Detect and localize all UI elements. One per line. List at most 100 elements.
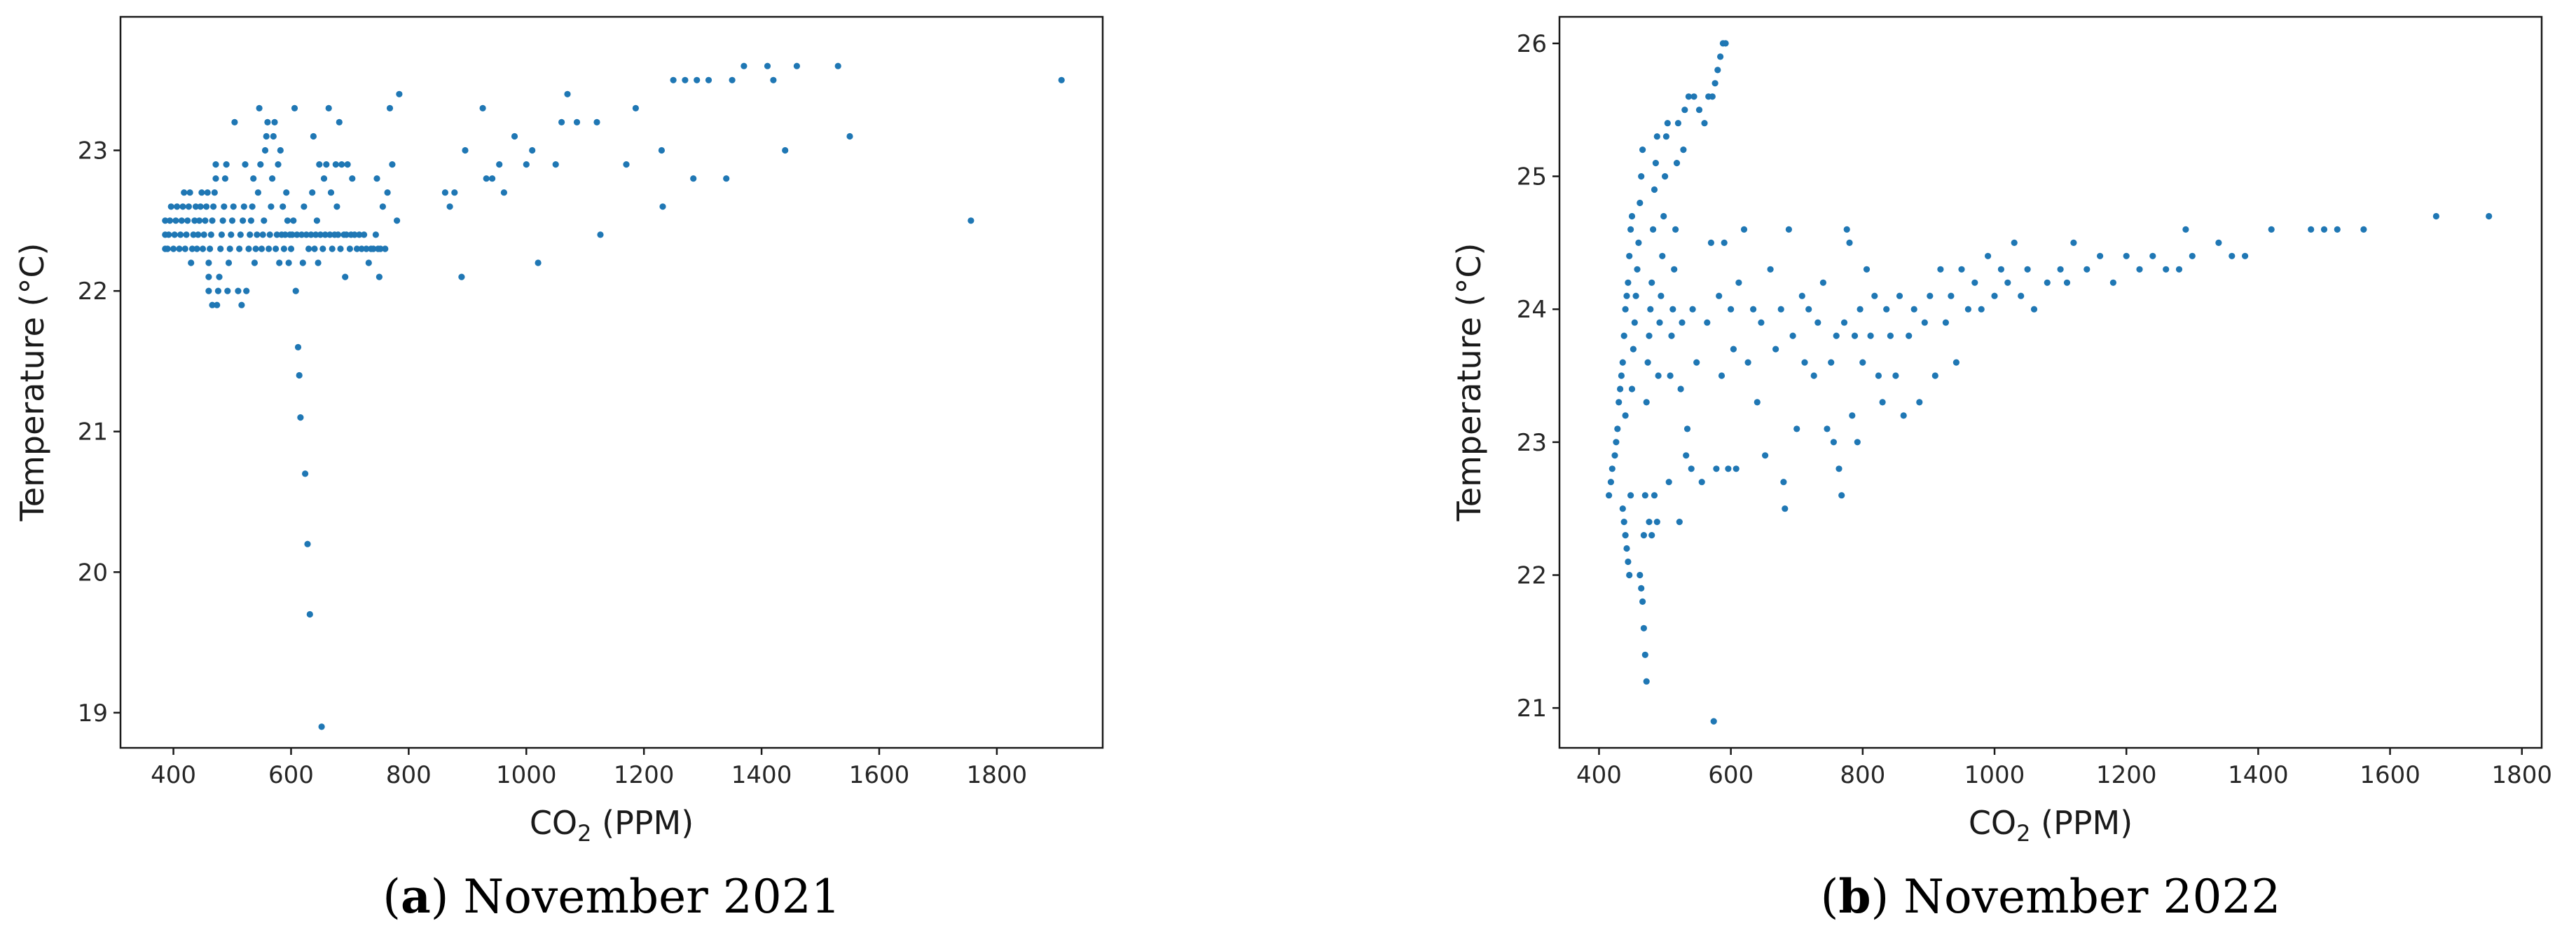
- data-point-b-0-37: [1640, 624, 1647, 632]
- data-point-a-0-120: [303, 231, 310, 238]
- data-point-a-0-156: [351, 231, 358, 238]
- data-point-b-0-115: [1782, 505, 1789, 512]
- data-point-b-0-40: [1640, 532, 1647, 539]
- data-point-b-0-85: [1701, 120, 1708, 127]
- data-point-a-0-215: [967, 217, 974, 224]
- data-point-b-0-167: [2011, 239, 2018, 246]
- data-point-b-0-88: [1707, 239, 1714, 246]
- x-tick-label-b-600: 600: [1708, 761, 1754, 789]
- x-tick-label-b-1800: 1800: [2492, 761, 2553, 789]
- data-point-a-0-162: [365, 259, 372, 266]
- data-point-b-0-174: [2070, 239, 2077, 246]
- data-point-b-0-141: [1871, 292, 1878, 299]
- data-point-b-0-116: [1785, 226, 1792, 233]
- data-point-b-0-160: [1964, 306, 1971, 313]
- data-point-b-0-39: [1643, 678, 1650, 685]
- data-point-b-0-69: [1673, 160, 1681, 167]
- data-point-a-0-9: [172, 217, 179, 224]
- data-point-b-0-91: [1711, 80, 1719, 87]
- data-point-a-0-139: [326, 231, 333, 238]
- data-point-a-0-89: [266, 231, 273, 238]
- x-axis-ticks-b: 400 600 800 1000 1200 1400 1600 1800: [1576, 748, 2552, 789]
- data-point-b-0-179: [2136, 266, 2143, 273]
- y-tick-label-a-19: 19: [78, 699, 108, 728]
- data-point-a-0-59: [228, 231, 235, 238]
- data-point-b-0-50: [1653, 133, 1660, 140]
- data-point-b-0-62: [1664, 120, 1671, 127]
- data-point-b-0-157: [1948, 292, 1955, 299]
- data-point-b-0-21: [1623, 545, 1630, 552]
- data-point-a-0-28: [195, 217, 203, 224]
- data-point-a-0-210: [770, 76, 777, 83]
- x-tick-label-a-1000: 1000: [496, 761, 557, 789]
- plot-frame-b: [1558, 15, 2543, 749]
- data-point-b-0-193: [2432, 212, 2439, 220]
- data-point-a-0-43: [211, 189, 218, 196]
- data-point-a-0-130: [315, 259, 322, 266]
- data-point-b-0-44: [1646, 332, 1653, 339]
- data-point-b-0-137: [1857, 306, 1864, 313]
- data-point-b-0-150: [1910, 306, 1917, 313]
- data-point-a-0-75: [250, 175, 257, 182]
- data-point-a-0-173: [386, 104, 394, 111]
- data-point-a-0-151: [343, 231, 350, 238]
- y-tick-label-b-22: 22: [1517, 561, 1547, 589]
- data-point-a-0-144: [333, 203, 340, 210]
- data-point-b-0-155: [1937, 266, 1944, 273]
- data-point-b-0-93: [1714, 67, 1721, 74]
- data-point-b-0-114: [1780, 479, 1787, 486]
- data-point-b-0-14: [1625, 279, 1632, 286]
- data-point-b-0-140: [1867, 332, 1874, 339]
- data-point-b-0-48: [1651, 186, 1658, 193]
- data-point-a-0-8: [171, 231, 178, 238]
- data-point-b-0-145: [1887, 332, 1894, 339]
- data-point-b-0-148: [1900, 412, 1907, 419]
- data-point-a-0-212: [793, 62, 800, 69]
- x-tick-label-b-1400: 1400: [2228, 761, 2289, 789]
- data-point-b-0-9: [1619, 359, 1626, 366]
- data-point-a-0-23: [190, 231, 197, 238]
- data-point-a-0-3: [164, 245, 171, 252]
- data-point-a-0-10: [174, 203, 181, 210]
- data-point-a-0-170: [379, 203, 387, 210]
- data-point-b-0-96: [1718, 372, 1726, 379]
- data-point-a-0-159: [358, 245, 365, 252]
- data-point-b-0-18: [1619, 505, 1626, 512]
- data-point-b-0-124: [1819, 279, 1826, 286]
- data-point-a-0-72: [247, 231, 254, 238]
- data-point-b-0-55: [1655, 372, 1662, 379]
- data-point-b-0-31: [1637, 199, 1644, 207]
- data-point-a-0-63: [235, 287, 242, 294]
- data-point-b-0-138: [1859, 359, 1866, 366]
- data-point-b-0-47: [1650, 226, 1657, 233]
- data-point-b-0-71: [1676, 519, 1683, 526]
- data-point-a-0-64: [236, 245, 243, 252]
- scatter-points-b: [1606, 40, 2493, 725]
- data-point-b-0-42: [1643, 399, 1650, 406]
- x-tick-label-b-1000: 1000: [1964, 761, 2025, 789]
- data-point-b-0-45: [1647, 306, 1654, 313]
- data-point-b-0-144: [1883, 306, 1890, 313]
- data-point-b-0-26: [1630, 346, 1637, 353]
- data-point-a-0-70: [243, 287, 250, 294]
- data-point-a-0-168: [376, 273, 383, 280]
- chart-panel-a: 400 600 800 1000 1200 1400 1600 1800 19 20 21 22 23…: [13, 15, 1104, 924]
- data-point-a-0-188: [523, 161, 530, 168]
- data-point-a-0-88: [266, 245, 273, 252]
- data-point-a-0-128: [312, 231, 319, 238]
- data-point-a-0-55: [223, 161, 230, 168]
- data-point-a-0-203: [690, 175, 697, 182]
- data-point-a-0-38: [205, 259, 212, 266]
- data-point-b-0-1: [1607, 479, 1614, 486]
- data-point-a-0-211: [782, 146, 789, 154]
- x-tick-label-b-1200: 1200: [2096, 761, 2157, 789]
- data-point-b-0-153: [1927, 292, 1934, 299]
- data-point-a-0-171: [382, 245, 389, 252]
- data-point-b-0-162: [1978, 306, 1985, 313]
- data-point-a-0-86: [263, 132, 270, 140]
- data-point-b-0-41: [1641, 492, 1648, 499]
- plot-frame-a: [119, 15, 1104, 749]
- data-point-a-0-104: [284, 217, 291, 224]
- data-point-a-0-98: [277, 146, 284, 154]
- data-point-a-0-133: [318, 723, 325, 730]
